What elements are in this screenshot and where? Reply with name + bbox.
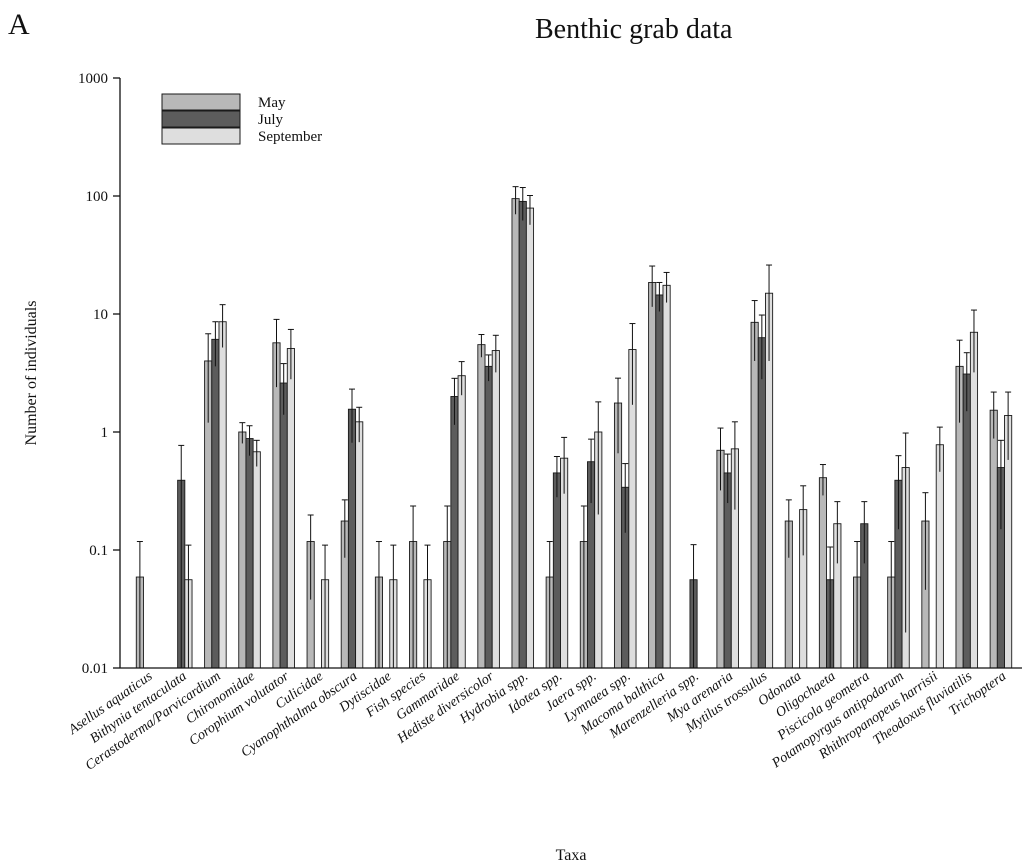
bar: [218, 321, 227, 669]
y-tick-label: 1000: [78, 71, 108, 87]
y-tick-label: 10: [93, 307, 108, 323]
bar: [757, 337, 766, 669]
bar: [989, 409, 998, 669]
bar: [662, 284, 671, 669]
bar: [935, 444, 944, 669]
bar: [484, 365, 493, 669]
y-tick-label: 1: [101, 425, 109, 441]
legend-swatch: [161, 110, 241, 128]
bar: [818, 477, 828, 669]
bar: [347, 408, 357, 669]
bar: [279, 382, 288, 669]
bar: [648, 282, 657, 669]
legend-label: September: [258, 129, 322, 145]
bar: [962, 373, 971, 669]
chart-title: Benthic grab data: [535, 14, 733, 45]
bar: [252, 451, 261, 669]
plot-area: [135, 186, 1013, 669]
x-axis-label: Taxa: [556, 847, 587, 864]
y-ticks: 0.01 0.1 1 10 100 1000: [78, 71, 120, 677]
bar: [477, 344, 486, 669]
bar: [491, 350, 500, 669]
x-tick-label: Cerastoderma/Parvicardium: [83, 669, 224, 774]
legend-swatch: [161, 93, 241, 111]
bar: [969, 331, 979, 669]
bar: [525, 207, 535, 669]
bar: [238, 431, 247, 669]
legend-label: July: [258, 112, 284, 128]
bar: [750, 321, 759, 669]
bar: [355, 421, 364, 669]
y-tick-label: 0.1: [89, 543, 108, 559]
bar: [511, 198, 520, 669]
legend-swatch: [161, 127, 241, 145]
legend-label: May: [258, 95, 286, 111]
panel-letter: A: [8, 8, 30, 41]
bar: [457, 375, 466, 669]
bar: [450, 396, 459, 669]
bar: [518, 200, 527, 669]
bar: [272, 342, 281, 669]
bar: [286, 348, 295, 669]
y-tick-label: 0.01: [82, 661, 108, 677]
y-tick-label: 100: [86, 189, 109, 205]
y-axis-label: Number of individuals: [23, 301, 40, 446]
bar: [245, 438, 254, 669]
bar: [211, 338, 220, 669]
bar: [655, 294, 664, 669]
axes: [119, 78, 1022, 669]
bar: [552, 472, 561, 669]
